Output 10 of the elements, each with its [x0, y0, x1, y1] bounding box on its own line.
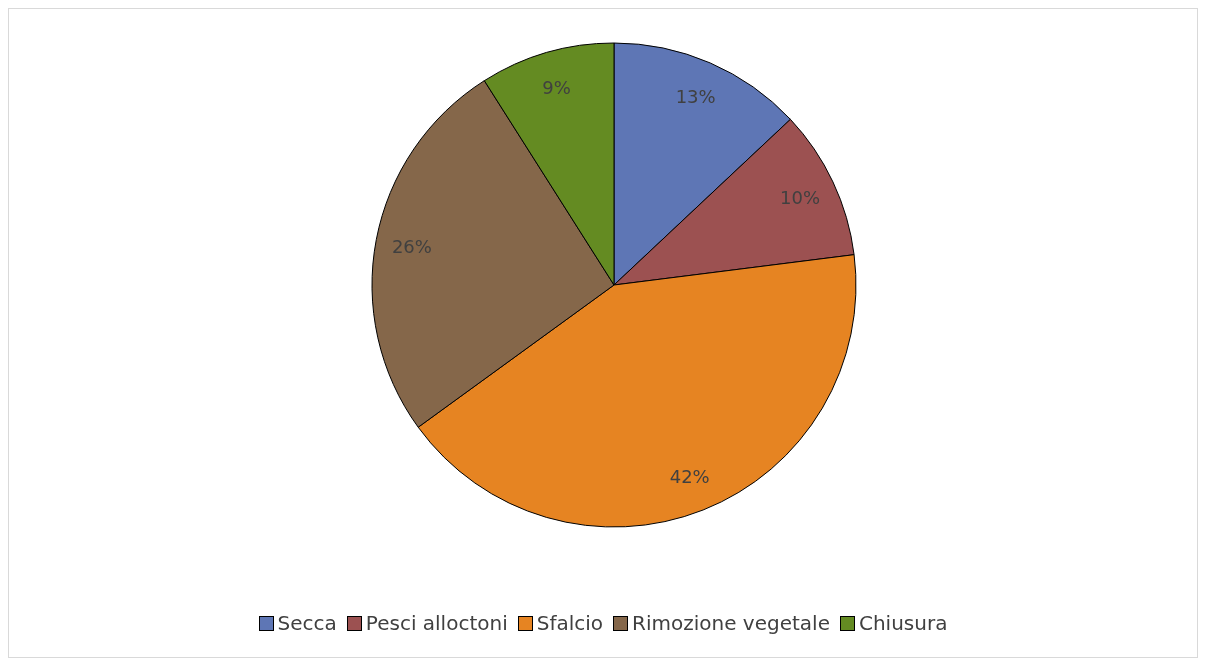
data-label: 26% — [391, 235, 432, 257]
data-label: 9% — [542, 76, 571, 98]
legend-label: Secca — [277, 611, 337, 635]
data-label: 13% — [675, 85, 716, 107]
legend-label: Rimozione vegetale — [632, 611, 830, 635]
legend-label: Chiusura — [858, 611, 948, 635]
legend-label: Sfalcio — [536, 611, 604, 635]
legend-label: Pesci alloctoni — [365, 611, 508, 635]
data-label: 42% — [669, 465, 710, 487]
data-label: 10% — [780, 186, 821, 208]
